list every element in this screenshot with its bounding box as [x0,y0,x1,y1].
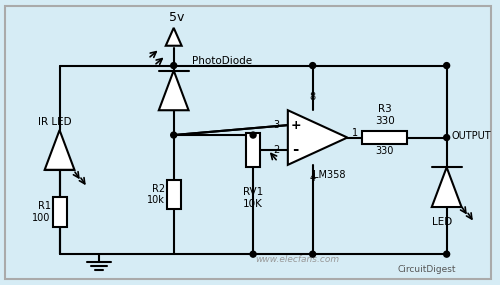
Circle shape [444,251,450,257]
Circle shape [310,251,316,257]
Text: OUTPUT: OUTPUT [452,131,491,141]
Text: IR LED: IR LED [38,117,72,127]
Polygon shape [432,167,462,207]
FancyBboxPatch shape [5,6,492,279]
Text: R3
330: R3 330 [374,104,394,126]
Circle shape [170,132,176,138]
Text: 4: 4 [310,173,316,183]
Circle shape [444,135,450,141]
Circle shape [170,63,176,69]
Circle shape [250,132,256,138]
Text: R2
10k: R2 10k [147,184,165,205]
Text: 330: 330 [376,146,394,156]
Bar [246,133,260,167]
Polygon shape [288,110,348,165]
Text: 2: 2 [274,145,280,155]
Text: +: + [290,119,301,132]
Text: RV1
10K: RV1 10K [243,187,263,209]
Bar [52,197,66,227]
Polygon shape [44,130,74,170]
Circle shape [250,251,256,257]
Text: 8: 8 [310,92,316,102]
Text: 1: 1 [352,128,358,138]
Text: CircuitDigest: CircuitDigest [398,265,456,274]
Text: 5v: 5v [169,11,184,24]
Text: www.elecfans.com: www.elecfans.com [256,255,340,264]
Polygon shape [166,28,182,46]
Text: LM358: LM358 [314,170,346,180]
Bar [166,180,180,209]
Text: R1
100: R1 100 [32,201,50,223]
Circle shape [310,63,316,69]
Text: -: - [292,142,299,157]
Polygon shape [159,71,188,110]
Text: PhotoDiode: PhotoDiode [192,56,252,66]
Circle shape [444,63,450,69]
Bar [362,131,407,144]
Text: 3: 3 [274,120,280,130]
Text: LED: LED [432,217,452,227]
